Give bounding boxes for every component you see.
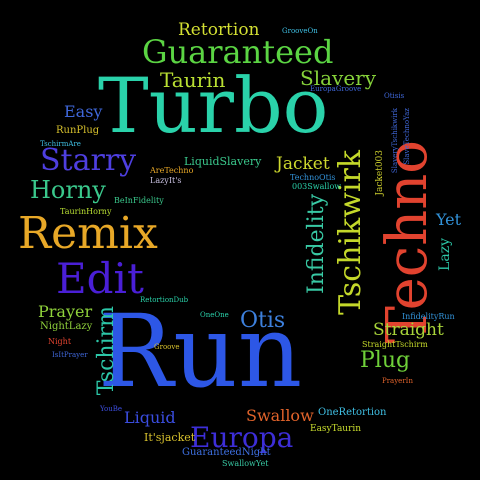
word-nightlazy: NightLazy bbox=[40, 321, 93, 332]
word-tschikwirk: Tschikwirk bbox=[333, 150, 368, 315]
word-slaverytschikwirk: SlaveryTschikwirk bbox=[391, 108, 399, 174]
word-yoube: YouBe bbox=[100, 405, 123, 413]
word-tschirm: Tschirm bbox=[94, 306, 119, 396]
word-slavery: Slavery bbox=[300, 66, 377, 90]
word-otis: Otis bbox=[240, 308, 286, 333]
word-lazy: Lazy bbox=[437, 238, 453, 271]
word-straight: Straight bbox=[373, 320, 444, 340]
word-slavetechnoyaz: SlaveTechnoYaz bbox=[403, 108, 411, 165]
word-easytaurin: EasyTaurin bbox=[310, 424, 362, 434]
word-grooveon: GrooveOn bbox=[282, 27, 318, 35]
word-horny: Horny bbox=[30, 176, 106, 204]
word-jacket: Jacket bbox=[276, 154, 330, 174]
word-edit: Edit bbox=[56, 254, 144, 303]
word-runplug: RunPlug bbox=[56, 125, 100, 136]
word-its_jacket: It'sjacket bbox=[144, 431, 196, 444]
word-taurinhorny: TaurinHorny bbox=[60, 207, 112, 216]
word-tschirmare: TschirmAre bbox=[40, 140, 81, 148]
word-areteckno: AreTechno bbox=[150, 166, 194, 175]
word-beinfidelity: BeInFidelity bbox=[114, 196, 164, 205]
word-retortiondub: RetortionDub bbox=[140, 296, 189, 304]
word-prayerin: PrayerIn bbox=[382, 377, 413, 385]
word-taurin: Taurin bbox=[160, 68, 226, 92]
word-yet: Yet bbox=[436, 210, 462, 229]
word-infidelityrun: InfidelityRun bbox=[402, 312, 455, 321]
word-europa: Europa bbox=[190, 421, 294, 454]
word-guaranteednight: GuaranteedNight bbox=[182, 447, 271, 458]
word-jacket003: Jacket003 bbox=[375, 150, 385, 196]
word-plug: Plug bbox=[360, 348, 411, 373]
word-groove: Groove bbox=[154, 343, 180, 351]
word-retortion: Retortion bbox=[178, 20, 260, 40]
word-run: Run bbox=[98, 293, 303, 410]
word-guaranteed: Guaranteed bbox=[142, 33, 334, 71]
word-starry: Starry bbox=[40, 143, 137, 178]
word-liquidslavery: LiquidSlavery bbox=[184, 155, 262, 168]
word-lazyits: LazyIt's bbox=[150, 176, 182, 185]
word-easy: Easy bbox=[64, 102, 103, 121]
word-straighttschirm: StraightTschirm bbox=[362, 340, 428, 349]
word-europagroove: EuropaGroove bbox=[310, 85, 362, 93]
word-infidelity: Infidelity bbox=[304, 194, 329, 294]
word-swallow003: 003Swallow bbox=[292, 182, 342, 191]
word-night: Night bbox=[48, 337, 72, 346]
word-swallow: Swallow bbox=[246, 406, 314, 425]
word-isitprayer: IsItPrayer bbox=[52, 351, 88, 359]
word-liquid: Liquid bbox=[124, 408, 176, 427]
word-swallowyet: SwallowYet bbox=[222, 459, 269, 468]
word-remix: Remix bbox=[18, 208, 158, 259]
word-otisis: Otisis bbox=[384, 92, 405, 100]
word-technootis: TechnoOtis bbox=[290, 173, 336, 182]
word-prayer: Prayer bbox=[38, 302, 93, 321]
word-oneretortion: OneRetortion bbox=[318, 407, 387, 418]
word-oneone: OneOne bbox=[200, 311, 229, 319]
word-turbo: Turbo bbox=[98, 61, 329, 150]
